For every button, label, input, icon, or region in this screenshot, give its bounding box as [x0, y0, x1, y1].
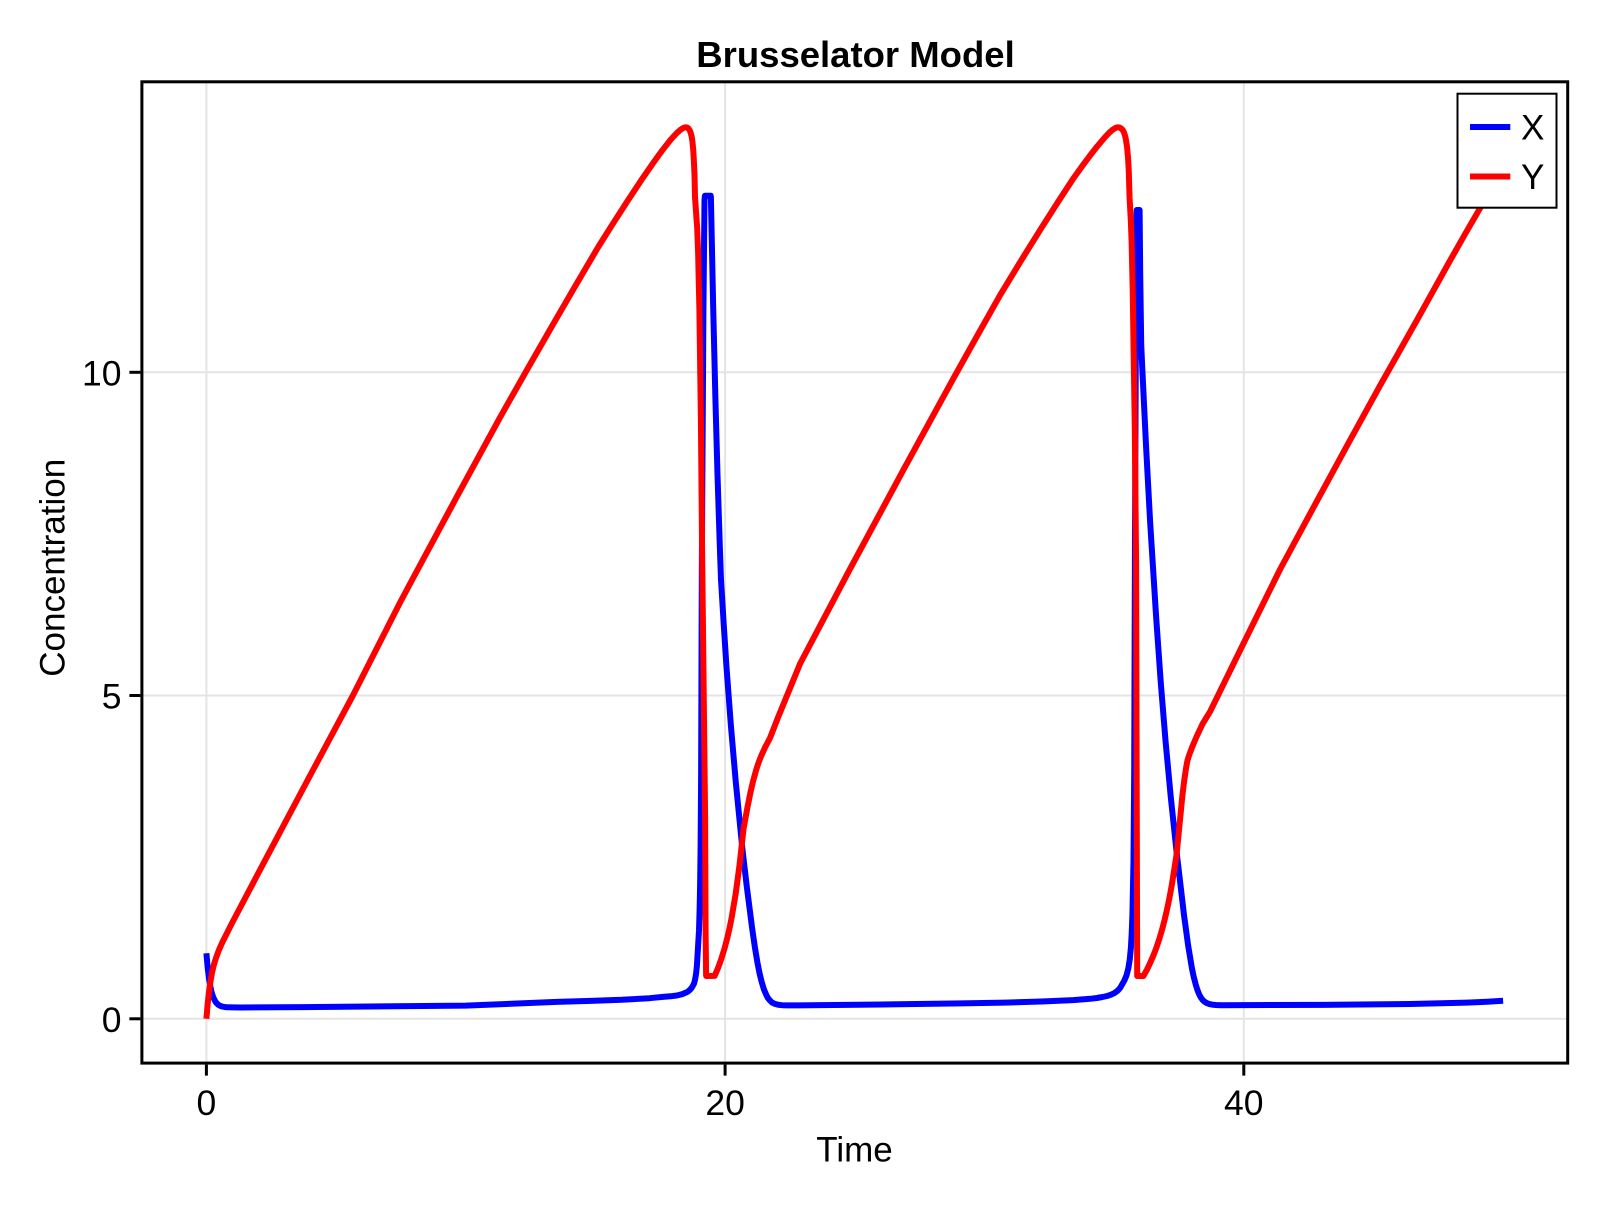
svg-text:Y: Y [1521, 158, 1544, 197]
svg-text:10: 10 [82, 353, 122, 393]
svg-text:Time: Time [816, 1131, 892, 1170]
svg-text:40: 40 [1224, 1083, 1264, 1123]
svg-text:0: 0 [102, 1000, 122, 1040]
svg-text:X: X [1521, 109, 1544, 148]
svg-text:0: 0 [197, 1083, 217, 1123]
svg-text:Brusselator Model: Brusselator Model [696, 34, 1014, 75]
svg-text:20: 20 [705, 1083, 745, 1123]
svg-text:Concentration: Concentration [34, 459, 73, 677]
svg-text:5: 5 [102, 677, 122, 717]
